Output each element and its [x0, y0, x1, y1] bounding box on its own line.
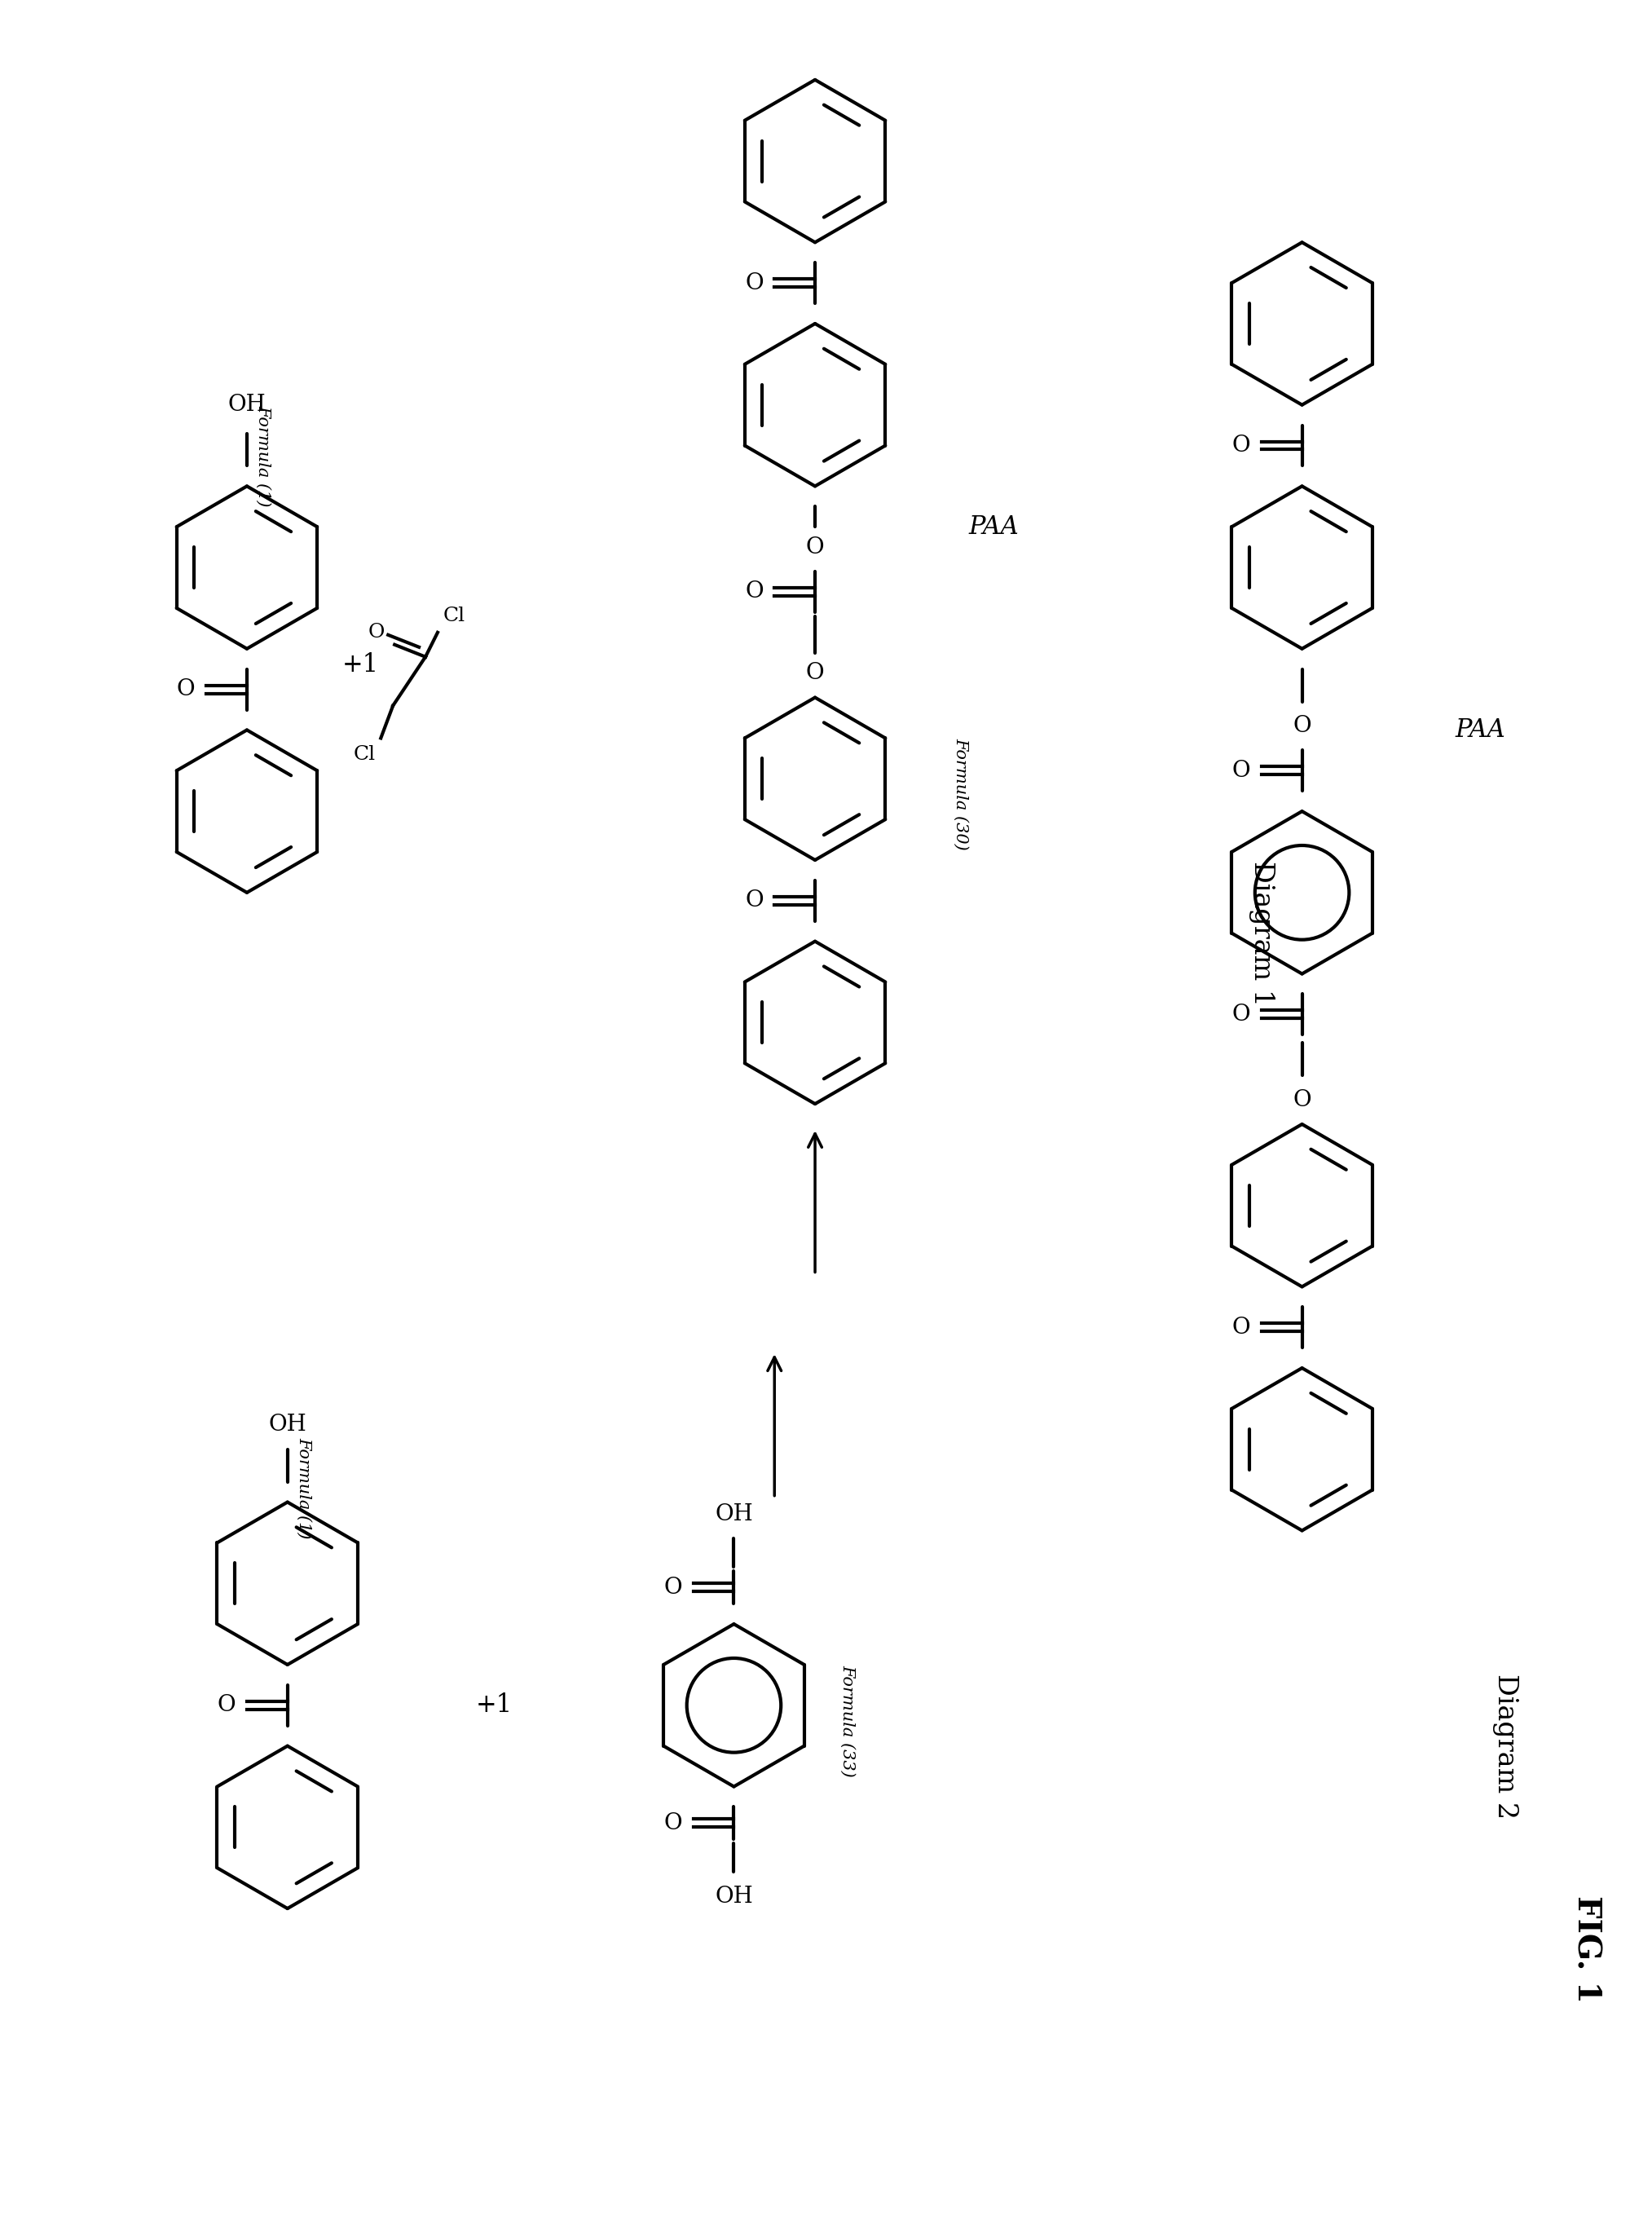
Text: O: O [1232, 1004, 1251, 1025]
Text: O: O [1232, 434, 1251, 456]
Text: O: O [745, 273, 763, 293]
Text: O: O [1232, 1315, 1251, 1338]
Text: O: O [664, 1577, 682, 1599]
Text: O: O [806, 537, 824, 559]
Text: PAA: PAA [1455, 718, 1505, 743]
Text: Formula (30): Formula (30) [953, 738, 968, 850]
Text: OH: OH [268, 1414, 307, 1436]
Text: Formula (1): Formula (1) [296, 1436, 312, 1539]
Text: +1: +1 [476, 1693, 512, 1718]
Text: +1: +1 [342, 653, 378, 678]
Text: Formula (33): Formula (33) [839, 1664, 856, 1776]
Text: Cl: Cl [354, 745, 375, 763]
Text: OH: OH [715, 1886, 753, 1908]
Text: O: O [218, 1693, 236, 1716]
Text: OH: OH [715, 1503, 753, 1526]
Text: OH: OH [228, 394, 266, 416]
Text: PAA: PAA [968, 515, 1019, 539]
Text: O: O [1294, 716, 1312, 736]
Text: O: O [177, 678, 195, 700]
Text: O: O [806, 662, 824, 685]
Text: O: O [1294, 1089, 1312, 1112]
Text: FIG. 1: FIG. 1 [1571, 1895, 1601, 2002]
Text: Cl: Cl [443, 606, 464, 626]
Text: O: O [1232, 761, 1251, 781]
Text: Formula (1): Formula (1) [256, 405, 271, 506]
Text: O: O [368, 624, 385, 642]
Text: O: O [664, 1812, 682, 1834]
Text: O: O [745, 890, 763, 913]
Text: O: O [745, 582, 763, 602]
Text: Diagram 2: Diagram 2 [1492, 1673, 1518, 1819]
Text: Diagram 1: Diagram 1 [1249, 861, 1274, 1007]
